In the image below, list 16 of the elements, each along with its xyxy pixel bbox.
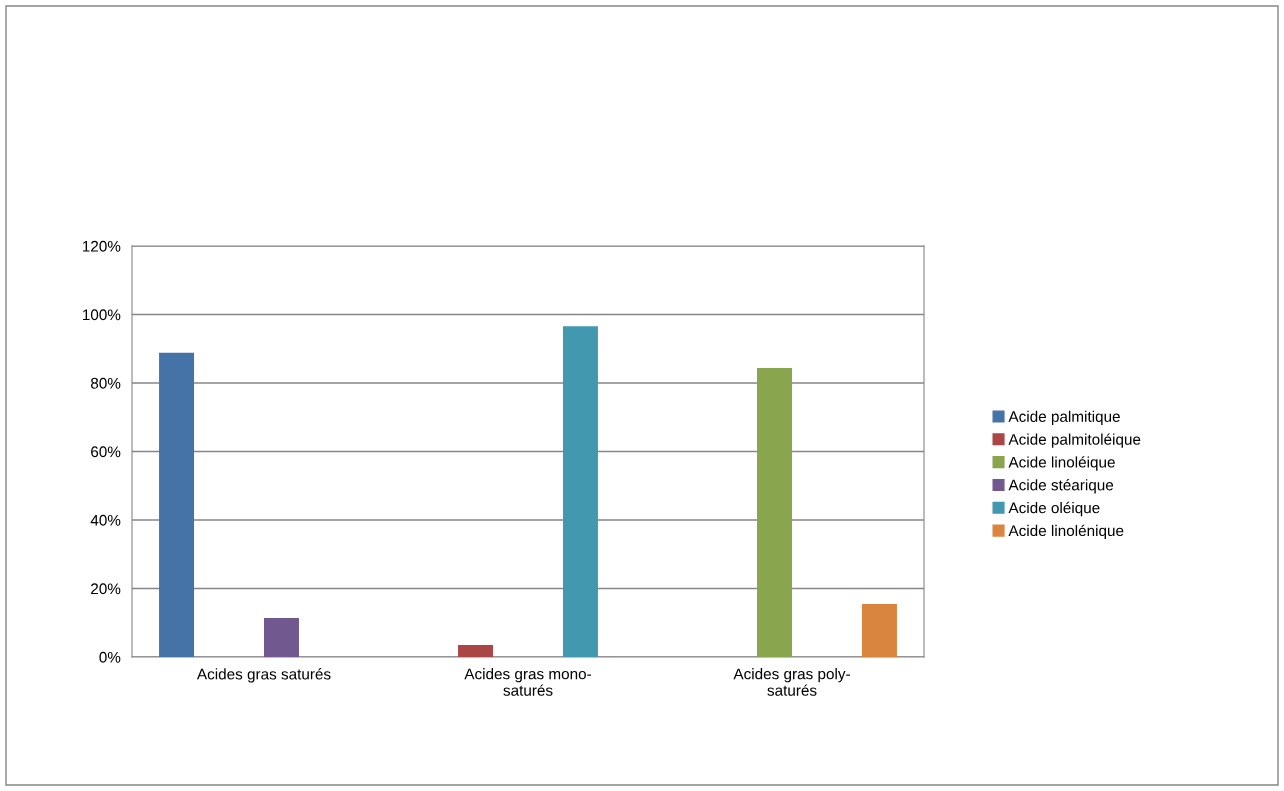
- legend-label: Acide palmitique: [1008, 410, 1120, 425]
- y-tick-label: 40%: [90, 514, 121, 526]
- legend-label: Acide linoléique: [1008, 456, 1115, 471]
- legend-label: Acide stéarique: [1008, 479, 1114, 494]
- y-tick-label: 20%: [91, 583, 121, 595]
- x-tick-label: Acides gras mono-saturés: [464, 668, 592, 696]
- legend-label: Acide palmitoléique: [1008, 433, 1141, 448]
- x-tick-label: Acides gras poly-saturés: [733, 668, 850, 696]
- x-tick-label: Acides gras saturés: [196, 668, 331, 683]
- legend-label: Acide linolénique: [1008, 524, 1124, 540]
- legend-label: Acide oléique: [1008, 501, 1100, 517]
- y-tick-label: 0%: [99, 651, 121, 663]
- y-tick-label: 80%: [90, 377, 121, 389]
- y-tick-label: 60%: [91, 446, 121, 458]
- y-tick-label: 100%: [82, 309, 121, 321]
- y-tick-label: 120%: [82, 240, 121, 252]
